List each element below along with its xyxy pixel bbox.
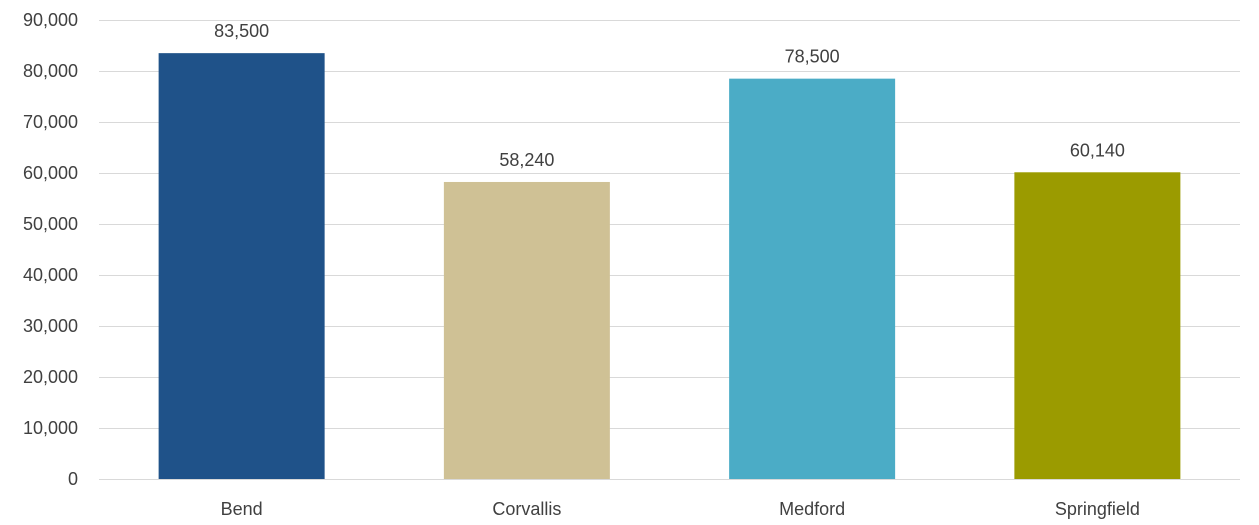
data-label-springfield: 60,140 [1070, 140, 1125, 160]
y-tick-label: 60,000 [23, 163, 78, 183]
bar-bend [158, 53, 325, 480]
x-tick-label-corvallis: Corvallis [492, 499, 561, 519]
bar-corvallis [443, 181, 610, 479]
bar-springfield [1014, 172, 1181, 479]
y-tick-label: 40,000 [23, 265, 78, 285]
x-tick-label-medford: Medford [779, 499, 845, 519]
x-axis-ticks: Bend Corvallis Medford Springfield [221, 499, 1140, 519]
y-tick-label: 0 [68, 469, 78, 489]
y-tick-label: 90,000 [23, 10, 78, 30]
y-axis-ticks: 0 10,000 20,000 30,000 40,000 50,000 60,000 70,… [23, 10, 78, 489]
data-label-corvallis: 58,240 [499, 150, 554, 170]
y-tick-label: 70,000 [23, 112, 78, 132]
bars [158, 53, 1181, 480]
data-label-medford: 78,500 [785, 47, 840, 67]
x-tick-label-springfield: Springfield [1055, 499, 1140, 519]
data-label-bend: 83,500 [214, 21, 269, 41]
y-tick-label: 50,000 [23, 214, 78, 234]
bar-medford [729, 78, 896, 480]
y-tick-label: 20,000 [23, 367, 78, 387]
data-labels: 83,500 58,240 78,500 60,140 [214, 21, 1125, 170]
x-tick-label-bend: Bend [221, 499, 263, 519]
y-tick-label: 30,000 [23, 316, 78, 336]
y-tick-label: 80,000 [23, 61, 78, 81]
y-tick-label: 10,000 [23, 418, 78, 438]
